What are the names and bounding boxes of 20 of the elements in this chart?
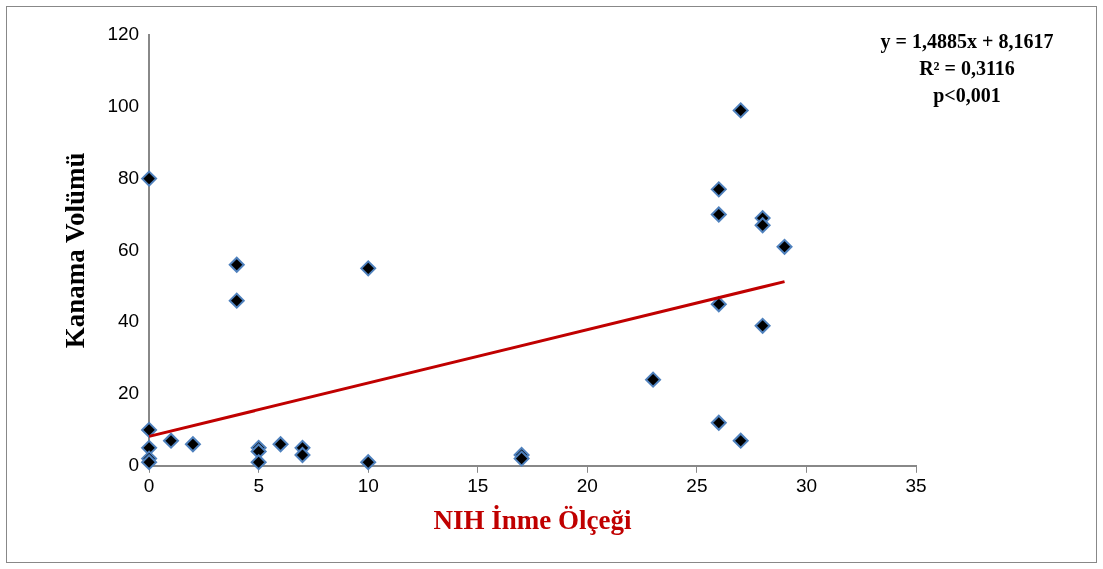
x-tick-label: 25 <box>686 475 708 497</box>
text: p<0,001 <box>933 84 1001 108</box>
y-tick-label: 80 <box>117 166 140 188</box>
y-tick-label: 100 <box>107 95 140 117</box>
x-tick-label: 5 <box>253 475 264 497</box>
y-axis-title: Kanama Volümü <box>60 152 91 349</box>
x-tick-label: 35 <box>905 475 927 497</box>
x-tick-label: 30 <box>795 475 818 497</box>
text: R² = 0,3116 <box>919 57 1015 80</box>
x-tick-label: 10 <box>357 475 379 497</box>
annotation: y = 1,4885x + 8,1617 <box>880 30 1054 54</box>
y-tick-label: 20 <box>117 382 140 404</box>
y-tick-label: 40 <box>117 310 140 332</box>
y-tick-label: 120 <box>107 23 140 45</box>
y-tick-label: 0 <box>128 454 140 476</box>
x-tick-label: 15 <box>467 475 489 497</box>
y-tick-label: 60 <box>117 238 140 260</box>
x-tick-label: 0 <box>143 475 155 497</box>
x-axis-title: NIH İnme Ölçeği <box>433 504 633 535</box>
x-tick-label: 20 <box>576 475 598 497</box>
